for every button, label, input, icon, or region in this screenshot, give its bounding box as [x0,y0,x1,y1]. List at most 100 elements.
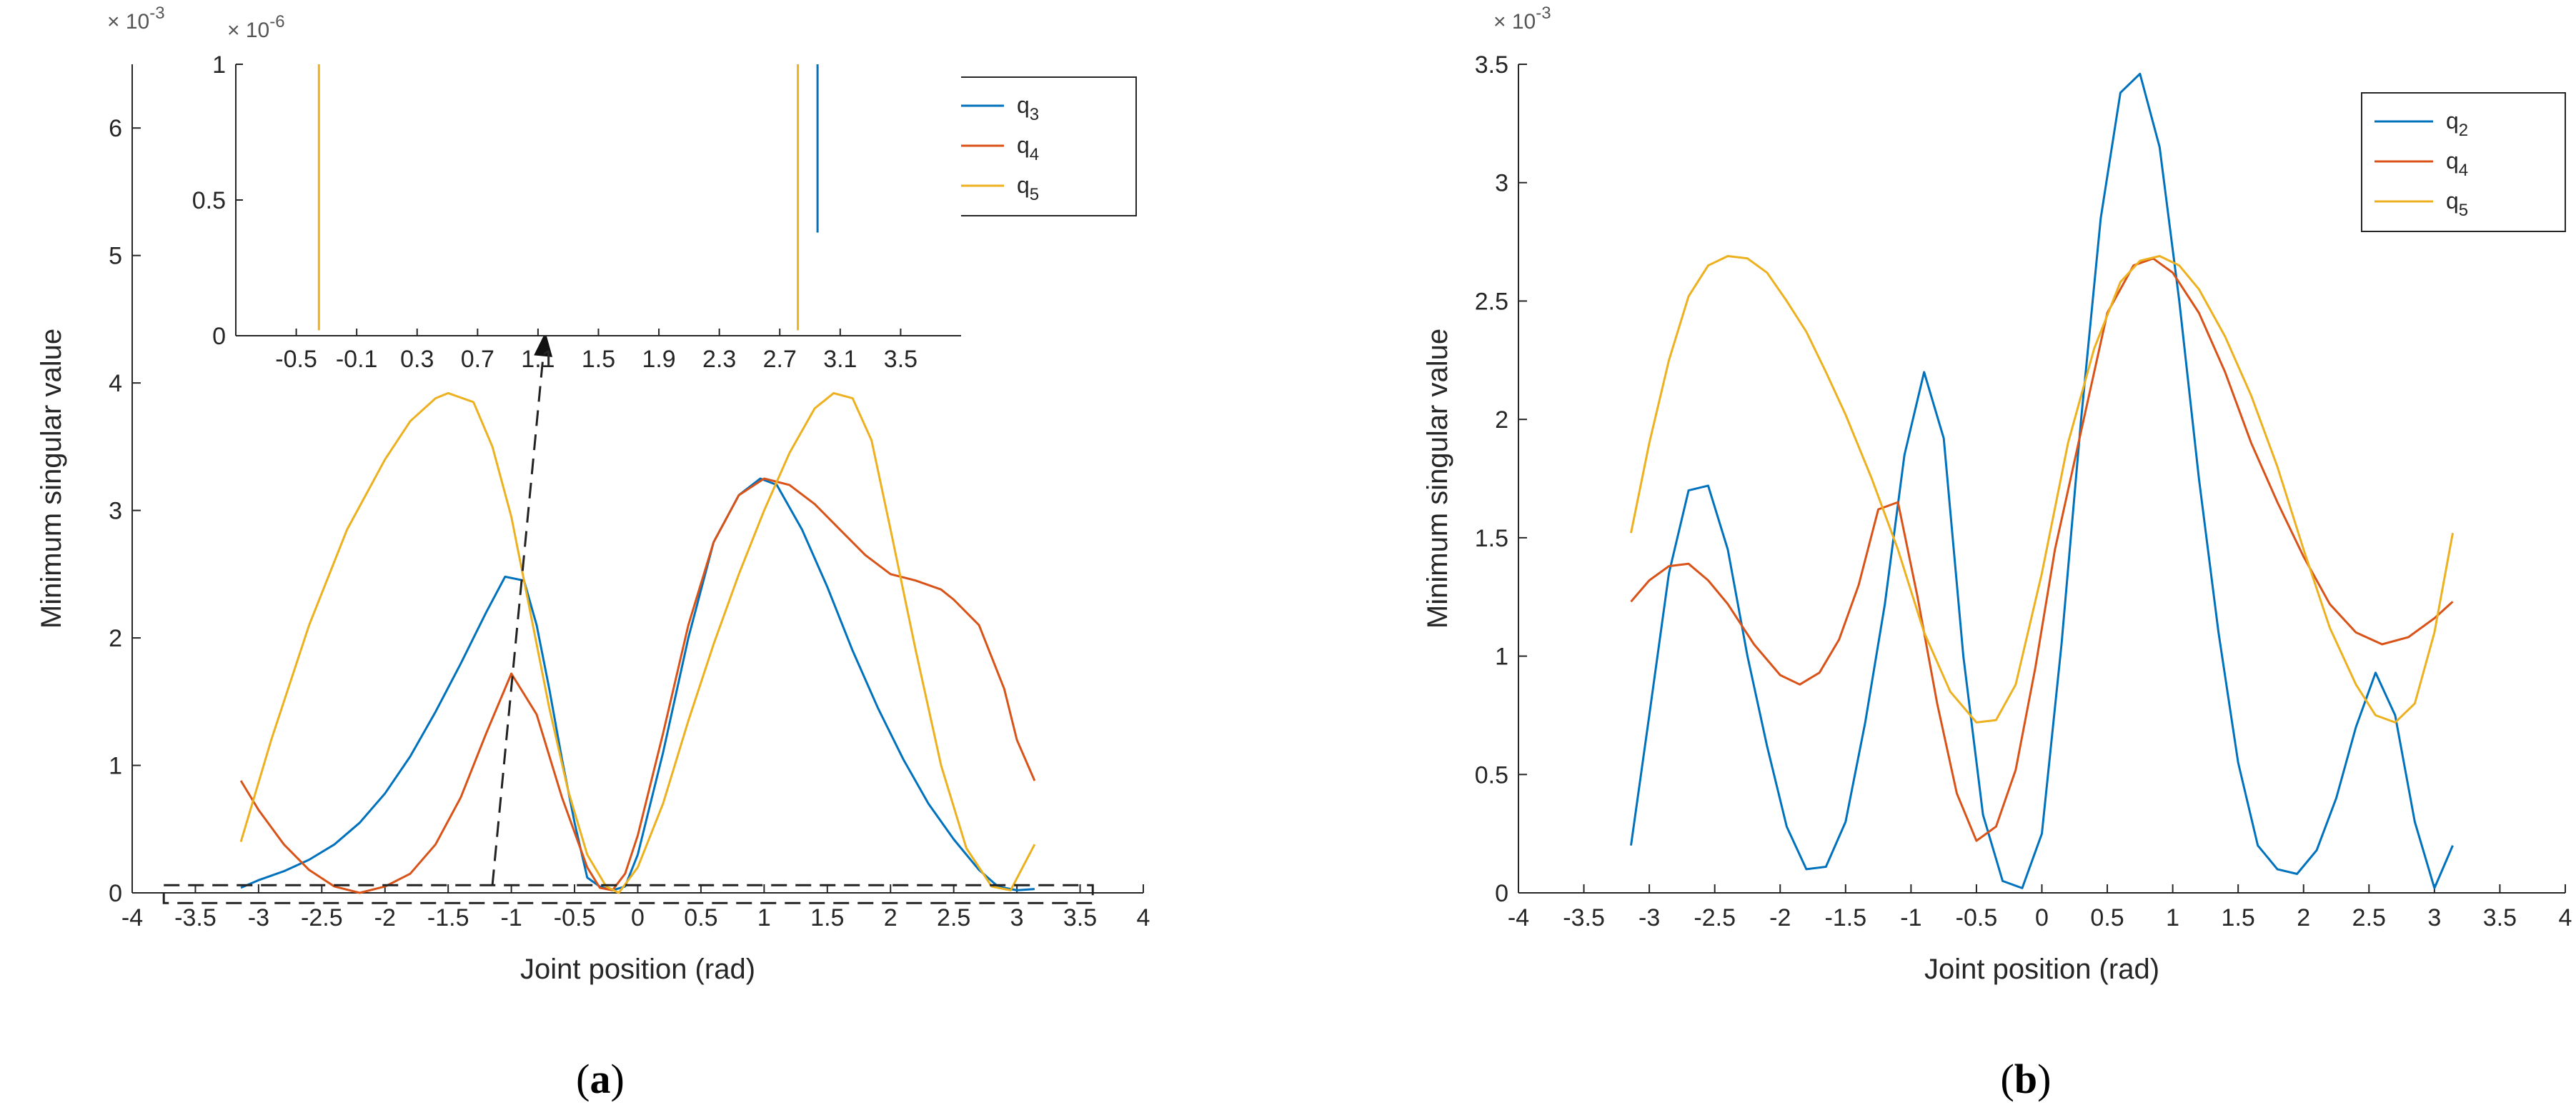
x-axis-label: Joint position (rad) [520,954,755,985]
chart-panel-a: -4 -3.5 -3 -2.5 -2 -1.5 -1 -0.5 0 0.5 1 1.5 2 2.5 3 3.5… [36,4,1150,1102]
inset-x-tick-label: 3.5 [884,346,917,373]
legend-label-q3: q3 [1017,92,1039,124]
x-tick-label: -2 [1769,904,1791,931]
zoom-arrow-line [491,331,547,886]
x-tick-label: 0.5 [684,904,717,931]
caption-letter: a [590,1056,611,1102]
x-tick-label: -1.5 [427,904,469,931]
panel-caption: (a) [576,1056,625,1102]
y-multiplier-exponent: -3 [1536,4,1551,23]
inset-y-tick-label: 0.5 [192,187,226,214]
y-multiplier-exponent: -3 [149,4,164,23]
inset-x-tick-label: 1.9 [642,346,675,373]
y-multiplier-base: × 10 [107,10,149,34]
x-tick-label: 1 [2166,904,2179,931]
x-tick-label: -2 [374,904,396,931]
x-tick-label: -3 [248,904,269,931]
y-multiplier-base: × 10 [227,19,269,42]
x-tick-label: -0.5 [1956,904,1998,931]
legend-label-subscript: 3 [1030,105,1039,124]
x-tick-label: 0 [2035,904,2049,931]
y-tick-label: 0 [109,880,122,907]
x-tick-label: -1 [1900,904,1921,931]
y-tick-label: 2 [1495,406,1508,434]
caption-paren-close: ) [2037,1056,2051,1102]
inset-x-tick-label: -0.1 [336,346,378,373]
panel-caption: (b) [2001,1056,2052,1102]
inset-x-tick-label: -0.5 [275,346,317,373]
y-tick-label: 2 [109,625,122,652]
series-line-q3 [240,477,1035,891]
inset-plot: -0.5 -0.1 0.3 0.7 1.1 1.5 1.9 2.3 2.7 3.1 3.5 0 0.5 1… [192,12,961,373]
x-tick-label: -3.5 [1563,904,1605,931]
legend-label-base: q [1017,132,1030,158]
inset-x-tick-label: 1.5 [582,346,615,373]
y-tick-label: 0 [1495,880,1508,907]
x-tick-label: -1.5 [1825,904,1867,931]
x-tick-label: 1.5 [810,904,844,931]
legend-label-base: q [2446,148,2459,174]
y-tick-label: 6 [109,115,122,142]
x-tick-label: 3.5 [2483,904,2517,931]
y-axis-label: Minimum singular value [1422,329,1453,629]
x-tick-label: -4 [1508,904,1529,931]
series-line-q2 [1630,72,2454,889]
caption-paren-open: ( [2001,1056,2014,1102]
y-tick-label: 3.5 [1475,51,1508,79]
legend-label-q5: q5 [2446,188,2468,220]
x-tick-label: 2 [884,904,897,931]
legend-label-q2: q2 [2446,108,2468,140]
x-tick-label: 1.5 [2222,904,2255,931]
legend-label-subscript: 2 [2459,121,2468,140]
zoom-region-box [162,884,1094,904]
legend-label-subscript: 5 [2459,201,2468,220]
x-tick-label: -2.5 [1694,904,1736,931]
x-axis-label: Joint position (rad) [1924,954,2159,985]
x-tick-label: 4 [1137,904,1150,931]
caption-paren-close: ) [611,1056,625,1102]
legend-label-q5: q5 [1017,172,1039,204]
inset-x-tick-label: 1.1 [521,346,555,373]
y-multiplier: × 10-6 [227,12,285,42]
x-tick-label: 0 [631,904,645,931]
x-tick-label: -1 [501,904,522,931]
legend-label-q4: q4 [2446,148,2468,180]
x-tick-label: -4 [121,904,143,931]
legend-label-subscript: 4 [1030,145,1039,164]
x-tick-label: 2.5 [2352,904,2386,931]
inset-x-tick-label: 0.3 [400,346,434,373]
x-tick-label: 4 [2559,904,2572,931]
y-tick-label: 3 [109,498,122,525]
x-tick-label: -3 [1638,904,1660,931]
x-tick-label: 0.5 [2090,904,2124,931]
y-tick-label: 0.5 [1475,761,1508,789]
x-tick-label: -0.5 [554,904,596,931]
y-multiplier: × 10-3 [1493,4,1551,34]
x-tick-label: 3 [1010,904,1024,931]
x-tick-label: 3.5 [1063,904,1097,931]
zoom-annotation [162,331,1094,904]
x-tick-label: -2.5 [301,904,343,931]
inset-x-tick-label: 2.3 [702,346,736,373]
legend-label-base: q [2446,188,2459,214]
zoom-arrow-head [534,331,553,357]
series-line-q5 [1630,255,2454,724]
y-tick-label: 1.5 [1475,525,1508,552]
inset-x-tick-label: 0.7 [461,346,494,373]
x-tick-label: 3 [2427,904,2441,931]
chart-panel-b: -4 -3.5 -3 -2.5 -2 -1.5 -1 -0.5 0 0.5 1 1.5 2 2.5 3 3.5… [1422,4,2572,1102]
y-tick-label: 1 [1495,644,1508,671]
legend-label-base: q [1017,172,1030,198]
caption-paren-open: ( [576,1056,590,1102]
y-multiplier-base: × 10 [1493,10,1536,34]
x-tick-label: 2 [2297,904,2310,931]
y-multiplier-exponent: -6 [269,12,284,31]
legend-label-base: q [2446,108,2459,134]
y-axis-label: Minimum singular value [36,329,67,629]
series-line-q4 [239,477,1036,894]
legend-label-subscript: 4 [2459,161,2468,180]
y-tick-label: 5 [109,243,122,270]
